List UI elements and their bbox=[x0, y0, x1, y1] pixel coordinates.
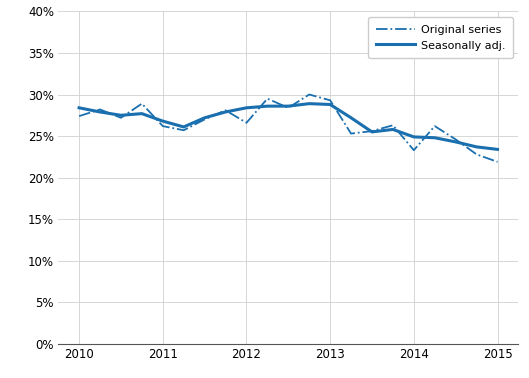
Seasonally adj. bbox=[264, 104, 270, 108]
Seasonally adj. bbox=[494, 147, 500, 152]
Original series bbox=[139, 101, 145, 106]
Seasonally adj. bbox=[118, 113, 124, 118]
Original series bbox=[306, 92, 313, 97]
Original series bbox=[160, 124, 166, 129]
Seasonally adj. bbox=[411, 135, 417, 139]
Original series bbox=[202, 117, 208, 122]
Seasonally adj. bbox=[452, 139, 459, 144]
Seasonally adj. bbox=[327, 102, 333, 107]
Seasonally adj. bbox=[390, 127, 396, 132]
Original series bbox=[180, 128, 187, 133]
Seasonally adj. bbox=[432, 135, 438, 140]
Seasonally adj. bbox=[348, 116, 354, 120]
Original series bbox=[452, 137, 459, 142]
Seasonally adj. bbox=[139, 112, 145, 116]
Seasonally adj. bbox=[306, 101, 313, 106]
Seasonally adj. bbox=[202, 116, 208, 120]
Seasonally adj. bbox=[97, 110, 103, 114]
Original series bbox=[494, 160, 500, 164]
Original series bbox=[348, 131, 354, 136]
Original series bbox=[369, 129, 375, 133]
Original series bbox=[264, 96, 270, 101]
Original series bbox=[411, 148, 417, 152]
Seasonally adj. bbox=[243, 105, 250, 110]
Seasonally adj. bbox=[473, 145, 480, 149]
Line: Seasonally adj.: Seasonally adj. bbox=[79, 104, 497, 149]
Original series bbox=[327, 98, 333, 102]
Original series bbox=[432, 124, 438, 129]
Original series bbox=[243, 121, 250, 125]
Seasonally adj. bbox=[180, 125, 187, 129]
Seasonally adj. bbox=[160, 119, 166, 123]
Seasonally adj. bbox=[222, 110, 229, 114]
Original series bbox=[222, 108, 229, 113]
Line: Original series: Original series bbox=[79, 94, 497, 162]
Legend: Original series, Seasonally adj.: Original series, Seasonally adj. bbox=[368, 17, 513, 59]
Original series bbox=[76, 114, 83, 118]
Seasonally adj. bbox=[369, 130, 375, 134]
Original series bbox=[390, 123, 396, 127]
Original series bbox=[97, 107, 103, 112]
Original series bbox=[118, 116, 124, 120]
Original series bbox=[285, 105, 291, 110]
Seasonally adj. bbox=[285, 104, 291, 108]
Seasonally adj. bbox=[76, 105, 83, 110]
Original series bbox=[473, 152, 480, 156]
